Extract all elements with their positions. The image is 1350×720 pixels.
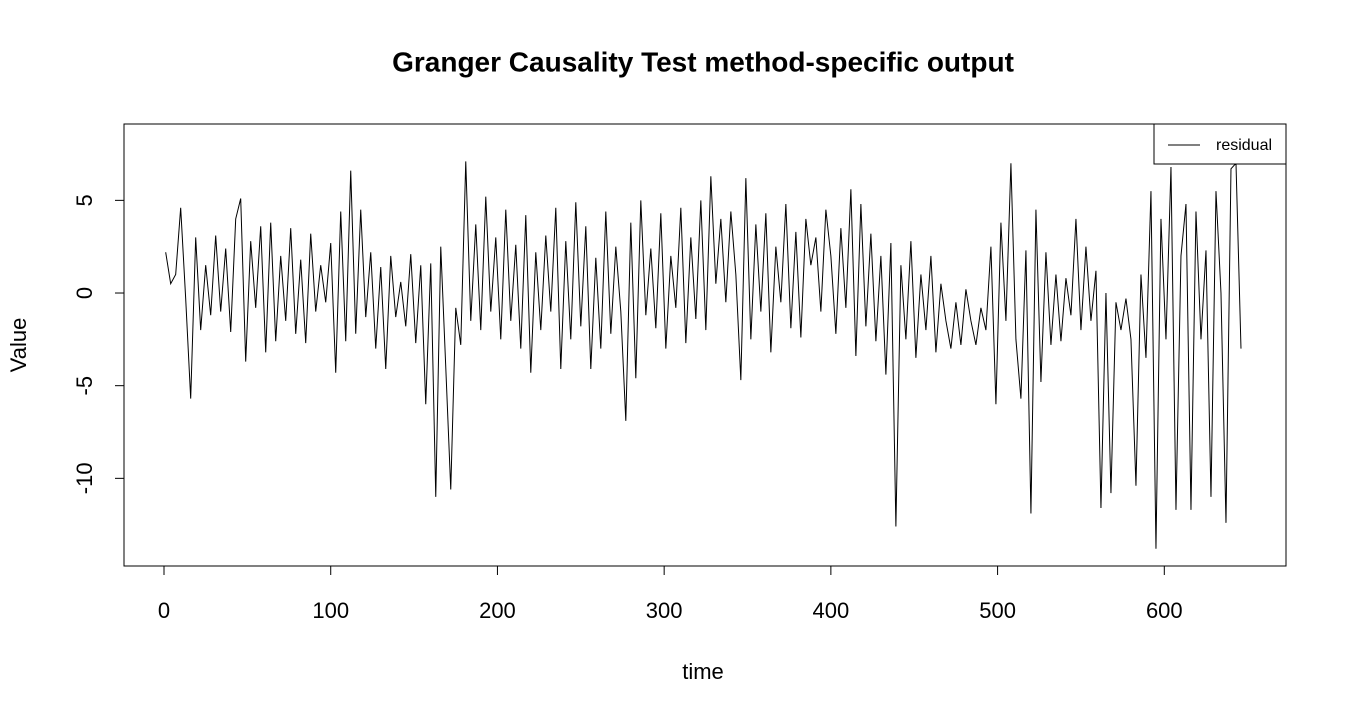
y-tick-label: -5 (72, 376, 97, 396)
x-tick-label: 300 (646, 598, 683, 623)
x-tick-label: 600 (1146, 598, 1183, 623)
x-tick-label: 500 (979, 598, 1016, 623)
x-tick-label: 200 (479, 598, 516, 623)
legend-label: residual (1216, 137, 1272, 154)
plot-frame (123, 123, 1287, 567)
y-tick-label: 0 (72, 287, 97, 299)
y-tick-label: 5 (72, 194, 97, 206)
chart-title: Granger Causality Test method-specific o… (392, 46, 1014, 77)
y-tick-label: -10 (72, 462, 97, 494)
x-tick-label: 400 (813, 598, 850, 623)
x-tick-label: 100 (312, 598, 349, 623)
x-tick-label: 0 (158, 598, 170, 623)
y-axis-label: Value (6, 318, 31, 373)
series-line (165, 161, 1242, 549)
legend-box (1153, 123, 1287, 165)
x-axis-label: time (682, 659, 724, 684)
